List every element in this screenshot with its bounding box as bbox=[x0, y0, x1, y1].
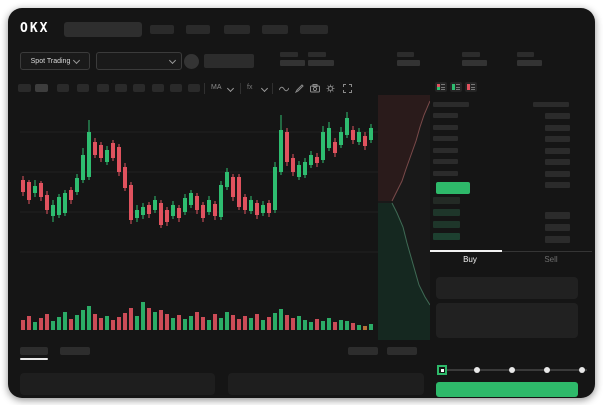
market-type-label: Spot Trading bbox=[30, 57, 71, 65]
indicator-ma-button[interactable]: MA bbox=[211, 84, 222, 91]
tab-sell[interactable]: Sell bbox=[544, 255, 558, 264]
order-book-row[interactable] bbox=[433, 197, 460, 204]
buy-submit-button[interactable] bbox=[436, 382, 578, 397]
order-book-row[interactable] bbox=[545, 147, 570, 154]
nav-item-placeholder[interactable] bbox=[186, 25, 210, 34]
order-book-row[interactable] bbox=[545, 124, 570, 131]
interval-button[interactable] bbox=[97, 84, 109, 92]
app-window: OKX Spot Trading MA fx bbox=[8, 8, 595, 398]
order-book-row[interactable] bbox=[433, 159, 458, 164]
nav-item-placeholder[interactable] bbox=[262, 25, 288, 34]
bottom-action-placeholder[interactable] bbox=[387, 347, 417, 355]
slider-handle[interactable] bbox=[437, 365, 447, 375]
order-book-row[interactable] bbox=[545, 223, 570, 231]
order-book-row[interactable] bbox=[433, 147, 458, 153]
pair-coin-icon bbox=[184, 54, 199, 69]
order-book-row[interactable] bbox=[433, 113, 458, 118]
amount-percent-slider[interactable] bbox=[437, 365, 587, 375]
interval-button[interactable] bbox=[77, 84, 89, 92]
bottom-tab-active[interactable] bbox=[20, 347, 48, 355]
order-book-header-left bbox=[433, 102, 469, 107]
pair-dropdown[interactable] bbox=[96, 52, 182, 70]
interval-button[interactable] bbox=[57, 84, 69, 92]
tab-divider bbox=[430, 251, 592, 252]
fullscreen-expand-icon[interactable] bbox=[343, 84, 352, 93]
chart-toolbar: MA fx bbox=[8, 82, 428, 96]
line-chart-type-icon[interactable] bbox=[279, 84, 289, 93]
chevron-down-icon[interactable] bbox=[226, 84, 235, 93]
order-book-header-right bbox=[533, 102, 569, 107]
orders-table-placeholder bbox=[20, 373, 215, 395]
slider-step-dot[interactable] bbox=[544, 367, 550, 373]
orders-table-placeholder bbox=[228, 373, 424, 395]
depth-chart[interactable] bbox=[378, 95, 431, 340]
chevron-down-icon[interactable] bbox=[260, 84, 269, 93]
interval-button-active[interactable] bbox=[35, 84, 48, 92]
slider-step-dot[interactable] bbox=[474, 367, 480, 373]
okx-logo[interactable]: OKX bbox=[20, 21, 50, 36]
candlestick-chart[interactable] bbox=[20, 100, 380, 332]
slider-step-dot[interactable] bbox=[579, 367, 585, 373]
order-book-row[interactable] bbox=[545, 211, 570, 219]
chevron-down-icon bbox=[73, 56, 81, 64]
order-book-row[interactable] bbox=[433, 136, 458, 141]
order-book-row[interactable] bbox=[545, 182, 570, 188]
amount-input[interactable] bbox=[436, 303, 578, 338]
order-book-row[interactable] bbox=[433, 124, 458, 130]
order-book-row[interactable] bbox=[545, 235, 570, 243]
market-type-dropdown[interactable]: Spot Trading bbox=[20, 52, 90, 70]
nav-item-placeholder[interactable] bbox=[224, 25, 250, 34]
interval-button[interactable] bbox=[18, 84, 31, 92]
interval-button[interactable] bbox=[133, 84, 145, 92]
ticker-stat bbox=[462, 52, 487, 66]
order-book-row[interactable] bbox=[545, 170, 570, 177]
interval-button[interactable] bbox=[115, 84, 127, 92]
last-price-highlight bbox=[436, 182, 470, 194]
order-book-row[interactable] bbox=[433, 209, 460, 216]
bottom-tab-indicator bbox=[20, 358, 48, 360]
nav-item-placeholder[interactable] bbox=[300, 25, 328, 34]
ticker-stat bbox=[397, 52, 420, 66]
tab-buy[interactable]: Buy bbox=[463, 255, 477, 264]
draw-pencil-icon[interactable] bbox=[295, 84, 304, 93]
order-book-row[interactable] bbox=[545, 113, 570, 119]
bottom-action-placeholder[interactable] bbox=[348, 347, 378, 355]
asks-only-icon[interactable] bbox=[465, 82, 477, 92]
interval-button[interactable] bbox=[170, 84, 182, 92]
order-book-row[interactable] bbox=[433, 233, 460, 240]
ticker-stat bbox=[280, 52, 305, 66]
interval-button[interactable] bbox=[152, 84, 164, 92]
camera-screenshot-icon[interactable] bbox=[310, 84, 320, 93]
order-book-row[interactable] bbox=[545, 159, 570, 165]
settings-gear-icon[interactable] bbox=[326, 84, 335, 93]
ticker-stat bbox=[308, 52, 334, 66]
pair-name-placeholder[interactable] bbox=[204, 54, 254, 68]
order-book-row[interactable] bbox=[433, 170, 458, 176]
buy-tab-indicator bbox=[430, 250, 502, 252]
bids-only-icon[interactable] bbox=[450, 82, 462, 92]
bottom-tab[interactable] bbox=[60, 347, 90, 355]
indicator-fx-button[interactable]: fx bbox=[247, 84, 253, 91]
slider-step-dot[interactable] bbox=[509, 367, 515, 373]
order-book-row[interactable] bbox=[433, 221, 460, 228]
order-book-row[interactable] bbox=[545, 136, 570, 142]
chevron-down-icon bbox=[168, 56, 177, 64]
price-input[interactable] bbox=[436, 277, 578, 299]
interval-button[interactable] bbox=[188, 84, 200, 92]
search-input[interactable] bbox=[64, 22, 142, 37]
combined-book-icon[interactable] bbox=[435, 82, 447, 92]
nav-item-placeholder[interactable] bbox=[150, 25, 174, 34]
ticker-stat bbox=[517, 52, 542, 66]
